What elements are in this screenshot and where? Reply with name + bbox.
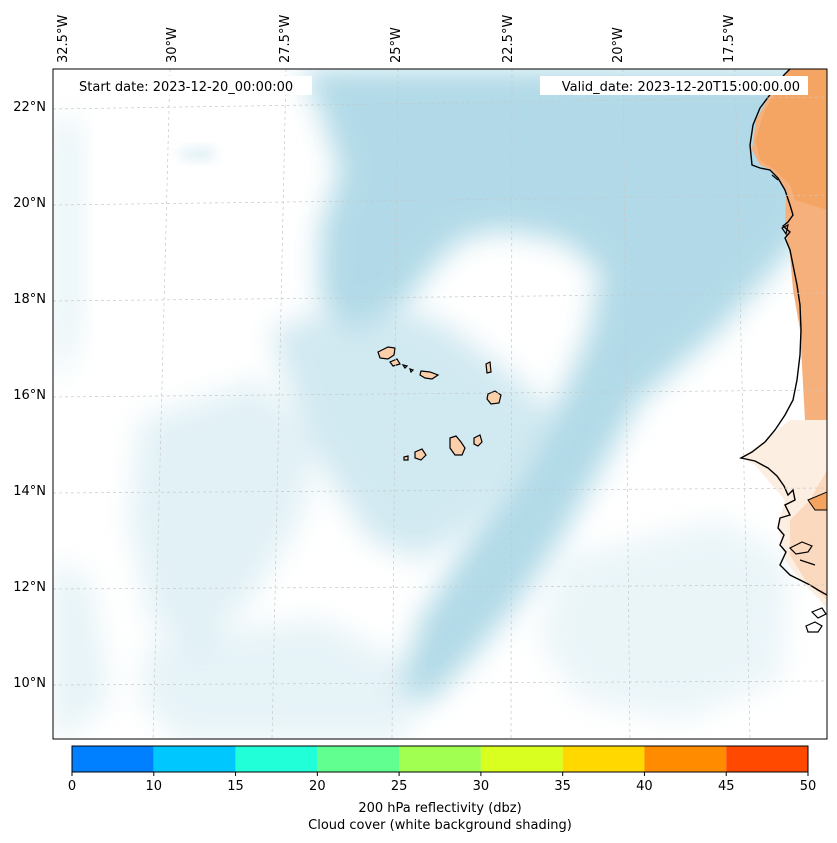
valid-date-box xyxy=(540,76,808,95)
lat-label: 20°N xyxy=(13,196,46,211)
latitude-labels: 22°N 20°N 18°N 16°N 14°N 12°N 10°N xyxy=(13,100,46,691)
valid-date-label: Valid_date: 2023-12-20T15:00:00.00 xyxy=(562,80,800,95)
colorbar-frame xyxy=(71,745,809,773)
colorbar-tick-label: 35 xyxy=(554,779,571,794)
lon-label: 20°W xyxy=(611,27,626,63)
start-date-box xyxy=(72,76,312,95)
colorbar: 0 10 15 20 25 30 35 40 45 50 xyxy=(68,745,817,794)
lat-label: 14°N xyxy=(13,484,46,499)
africa-coast xyxy=(739,69,827,633)
map-frame xyxy=(52,68,828,740)
colorbar-tick-label: 30 xyxy=(473,779,490,794)
graticule xyxy=(53,69,827,739)
colorbar-segment xyxy=(562,746,645,772)
lon-label: 22.5°W xyxy=(501,15,516,63)
colorbar-segment xyxy=(726,746,808,772)
lon-label: 17.5°W xyxy=(722,15,737,63)
lat-label: 18°N xyxy=(13,292,46,307)
start-date-label: Start date: 2023-12-20_00:00:00 xyxy=(79,80,293,95)
colorbar-segment xyxy=(317,746,400,772)
lat-label: 16°N xyxy=(13,388,46,403)
colorbar-segment xyxy=(72,746,154,772)
colorbar-sublabel: Cloud cover (white background shading) xyxy=(308,818,572,833)
lat-label: 10°N xyxy=(13,676,46,691)
colorbar-tick-label: 0 xyxy=(68,779,76,794)
lat-label: 12°N xyxy=(13,580,46,595)
colorbar-tick-label: 20 xyxy=(309,779,326,794)
lat-label: 22°N xyxy=(13,100,46,115)
longitude-labels: 32.5°W 30°W 27.5°W 25°W 22.5°W 20°W 17.5… xyxy=(56,15,737,63)
colorbar-segment xyxy=(399,746,481,772)
map-area: Start date: 2023-12-20_00:00:00 Valid_da… xyxy=(53,69,827,739)
colorbar-tick-label: 50 xyxy=(800,779,817,794)
cape-verde-islands xyxy=(377,346,502,461)
colorbar-segment xyxy=(235,746,318,772)
lon-label: 27.5°W xyxy=(278,15,293,63)
colorbar-tick-label: 10 xyxy=(146,779,163,794)
colorbar-segment xyxy=(644,746,727,772)
colorbar-tick-label: 25 xyxy=(391,779,408,794)
colorbar-label: 200 hPa reflectivity (dbz) xyxy=(358,801,522,816)
lon-label: 30°W xyxy=(165,27,180,63)
colorbar-tick-label: 15 xyxy=(227,779,244,794)
lon-label: 25°W xyxy=(389,27,404,63)
colorbar-tick-label: 45 xyxy=(718,779,735,794)
colorbar-segment xyxy=(153,746,236,772)
colorbar-tick-label: 40 xyxy=(636,779,653,794)
colorbar-segment xyxy=(480,746,563,772)
lon-label: 32.5°W xyxy=(56,15,71,63)
